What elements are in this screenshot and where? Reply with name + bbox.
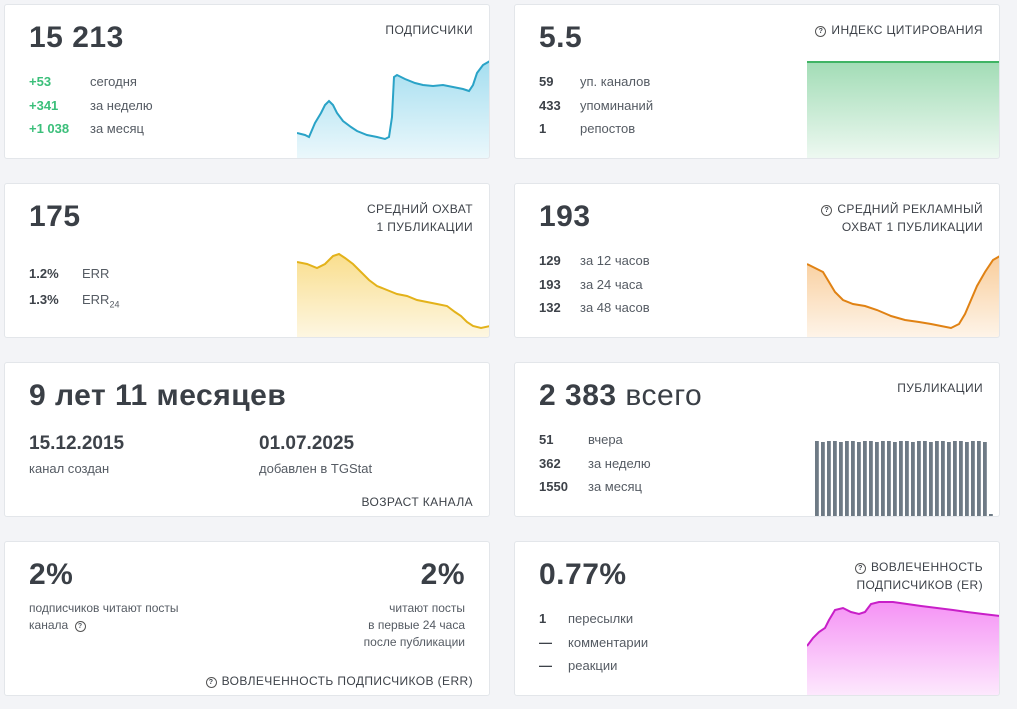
publications-value: 2 383 всего: [539, 379, 703, 412]
publications-bar: [977, 441, 981, 516]
publications-bar: [947, 442, 951, 516]
publications-bar: [833, 441, 837, 516]
ad-reach-value: 193: [539, 200, 591, 233]
er-sparkline: [807, 601, 999, 695]
citation-title: ? ИНДЕКС ЦИТИРОВАНИЯ: [815, 21, 983, 39]
err-footer: ? ВОВЛЕЧЕННОСТЬ ПОДПИСЧИКОВ (ERR): [205, 672, 473, 690]
avg-reach-title: СРЕДНИЙ ОХВАТ 1 ПУБЛИКАЦИИ: [366, 202, 473, 234]
created-label: канал создан: [29, 461, 110, 476]
citation-value: 5.5: [539, 21, 583, 54]
subscribers-card[interactable]: 15 213 ПОДПИСЧИКИ +53 сегодня +341 за неде…: [4, 4, 490, 159]
created-date: 15.12.2015: [29, 433, 125, 454]
publications-bar: [893, 442, 897, 516]
err-card[interactable]: 2% подписчиков читают посты канала ? 2% …: [4, 541, 490, 696]
publications-bar: [863, 441, 867, 516]
info-circle-icon[interactable]: ?: [854, 563, 866, 574]
publications-bar: [875, 442, 879, 516]
subscribers-row-month: +1 038 за месяц: [29, 121, 144, 136]
publications-bar: [959, 441, 963, 516]
publications-bar: [815, 441, 819, 516]
er-value: 0.77%: [539, 558, 627, 591]
publications-bar: [887, 441, 891, 516]
err-right-text: читают посты в первые 24 часа после публ…: [363, 601, 465, 649]
ad-reach-card[interactable]: 193 ? СРЕДНИЙ РЕКЛАМНЫЙ ОХВАТ 1 ПУБЛИКАЦИ…: [514, 183, 1000, 338]
publications-bar: [965, 442, 969, 516]
publications-bar: [941, 441, 945, 516]
er-row-reactions: — реакции: [539, 658, 618, 673]
avg-reach-sparkline: [297, 252, 489, 337]
publications-bar: [899, 441, 903, 516]
citation-row-reposts: 1 репостов: [539, 121, 636, 136]
publications-row-yesterday: 51 вчера: [539, 432, 623, 447]
avg-reach-card[interactable]: 175 СРЕДНИЙ ОХВАТ 1 ПУБЛИКАЦИИ 1.2% ERR 1…: [4, 183, 490, 338]
subscribers-value: 15 213: [29, 21, 124, 54]
subscribers-row-today: +53 сегодня: [29, 74, 137, 89]
ad-reach-sparkline: [807, 255, 999, 337]
channel-age-value: 9 лет 11 месяцев: [29, 379, 287, 412]
err-right-value: 2%: [420, 558, 465, 591]
err-left-text: подписчиков читают посты канала ?: [29, 601, 179, 632]
er-row-comments: — комментарии: [539, 635, 649, 650]
publications-bar: [839, 442, 843, 516]
publications-bar-chart: [815, 441, 993, 516]
publications-title: ПУБЛИКАЦИИ: [897, 381, 983, 395]
publications-row-month: 1550 за месяц: [539, 479, 642, 494]
info-circle-icon[interactable]: ?: [205, 677, 217, 688]
publications-bar: [929, 442, 933, 516]
publications-bar: [851, 441, 855, 516]
citation-row-mentions: 433 упоминаний: [539, 98, 654, 113]
er-row-forwards: 1 пересылки: [539, 611, 634, 626]
channel-age-footer: ВОЗРАСТ КАНАЛА: [361, 495, 473, 509]
info-circle-icon[interactable]: ?: [815, 26, 827, 37]
ad-reach-row-24h: 193 за 24 часа: [539, 277, 643, 292]
publications-bar: [953, 441, 957, 516]
channel-age-card[interactable]: 9 лет 11 месяцев 15.12.2015 канал создан…: [4, 362, 490, 517]
publications-row-week: 362 за неделю: [539, 456, 651, 471]
added-date: 01.07.2025: [259, 433, 355, 454]
publications-bar: [983, 442, 987, 516]
ad-reach-row-12h: 129 за 12 часов: [539, 253, 650, 268]
publications-bar: [923, 441, 927, 516]
info-circle-icon[interactable]: ?: [74, 621, 86, 632]
err-left-value: 2%: [29, 558, 74, 591]
added-label: добавлен в TGStat: [259, 461, 373, 476]
ad-reach-row-48h: 132 за 48 часов: [539, 300, 650, 315]
info-circle-icon[interactable]: ?: [821, 205, 833, 216]
citation-row-channels: 59 уп. каналов: [539, 74, 651, 89]
publications-bar: [911, 442, 915, 516]
publications-bar: [857, 442, 861, 516]
publications-bar: [989, 514, 993, 516]
subscribers-title: ПОДПИСЧИКИ: [385, 23, 473, 37]
publications-bar: [971, 441, 975, 516]
publications-bar: [935, 441, 939, 516]
publications-bar: [917, 441, 921, 516]
publications-bar: [881, 441, 885, 516]
citation-sparkline: [807, 61, 999, 158]
avg-reach-value: 175: [29, 200, 81, 233]
publications-bar: [827, 441, 831, 516]
avg-reach-row-err24: 1.3% ERR24: [29, 292, 120, 310]
publications-bar: [905, 441, 909, 516]
ad-reach-title: ? СРЕДНИЙ РЕКЛАМНЫЙ ОХВАТ 1 ПУБЛИКАЦИИ: [821, 200, 983, 236]
avg-reach-row-err: 1.2% ERR: [29, 266, 110, 281]
subscribers-row-week: +341 за неделю: [29, 98, 153, 113]
publications-card[interactable]: 2 383 всего ПУБЛИКАЦИИ 51 вчера 362 за нед…: [514, 362, 1000, 517]
publications-bar: [845, 441, 849, 516]
citation-card[interactable]: 5.5 ? ИНДЕКС ЦИТИРОВАНИЯ 59 уп. каналов 43…: [514, 4, 1000, 159]
subscribers-sparkline: [297, 60, 489, 158]
er-title: ? ВОВЛЕЧЕННОСТЬ ПОДПИСЧИКОВ (ER): [854, 560, 983, 592]
publications-bar: [821, 442, 825, 516]
publications-bar: [869, 441, 873, 516]
